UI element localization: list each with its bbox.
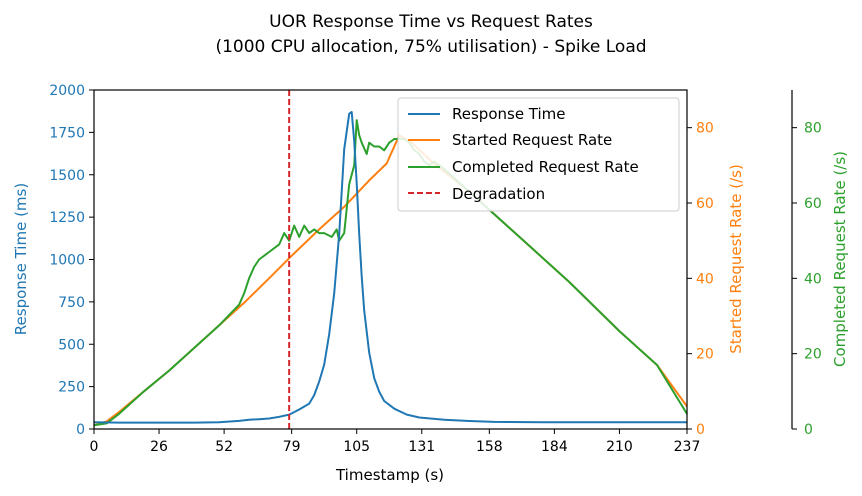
y-tick-label-right-completed: 60 [804,196,822,212]
y-axis-label-right-completed: Completed Request Rate (/s) [831,151,849,367]
y-tick-label-right-started: 40 [696,271,714,287]
y-tick-label-right-completed: 0 [804,422,813,438]
y-tick-label-right-started: 60 [696,196,714,212]
x-tick-label: 210 [606,439,633,455]
y-tick-label-left: 750 [58,295,85,311]
y-tick-label-right-completed: 40 [804,271,822,287]
chart-title-line2: (1000 CPU allocation, 75% utilisation) -… [215,37,646,57]
y-tick-label-left: 1500 [49,168,85,184]
legend-box [397,97,680,212]
x-axis-label: Timestamp (s) [335,466,444,484]
legend-label-degradation: Degradation [452,185,545,203]
y-tick-label-left: 250 [58,380,85,396]
x-tick-label: 237 [674,439,701,455]
y-tick-label-left: 1750 [49,125,85,141]
y-tick-label-left: 1250 [49,210,85,226]
y-tick-label-left: 500 [58,337,85,353]
x-tick-label: 184 [541,439,568,455]
x-tick-label: 158 [476,439,503,455]
legend: Response Time Started Request Rate Compl… [397,97,680,212]
y-tick-label-left: 0 [76,422,85,438]
x-tick-label: 105 [343,439,370,455]
y-ticks-right-completed: 0 20 40 60 80 [792,121,822,438]
legend-label-started: Started Request Rate [452,131,612,149]
y-ticks-right-started: 0 20 40 60 80 [687,121,714,438]
chart-title-line1: UOR Response Time vs Request Rates [269,12,593,32]
x-ticks: 0 26 52 79 105 131 158 184 210 237 [90,429,701,455]
y-tick-label-right-started: 0 [696,422,705,438]
y-ticks-left: 0 250 500 750 1000 1250 1500 1750 2000 [49,83,94,438]
y-tick-label-left: 1000 [49,253,85,269]
y-axis-label-right-started: Started Request Rate (/s) [727,164,745,354]
y-tick-label-right-completed: 80 [804,121,822,137]
y-tick-label-right-started: 20 [696,347,714,363]
series-line-response-time [93,111,687,424]
y-tick-label-right-started: 80 [696,121,714,137]
x-tick-label: 131 [408,439,435,455]
y-axis-label-left: Response Time (ms) [12,183,30,335]
legend-label-response: Response Time [452,105,566,123]
x-tick-label: 0 [90,439,99,455]
x-tick-label: 26 [150,439,168,455]
x-tick-label: 52 [215,439,233,455]
y-tick-label-right-completed: 20 [804,347,822,363]
x-tick-label: 79 [283,439,301,455]
y-tick-label-left: 2000 [49,83,85,99]
legend-label-completed: Completed Request Rate [452,158,639,176]
